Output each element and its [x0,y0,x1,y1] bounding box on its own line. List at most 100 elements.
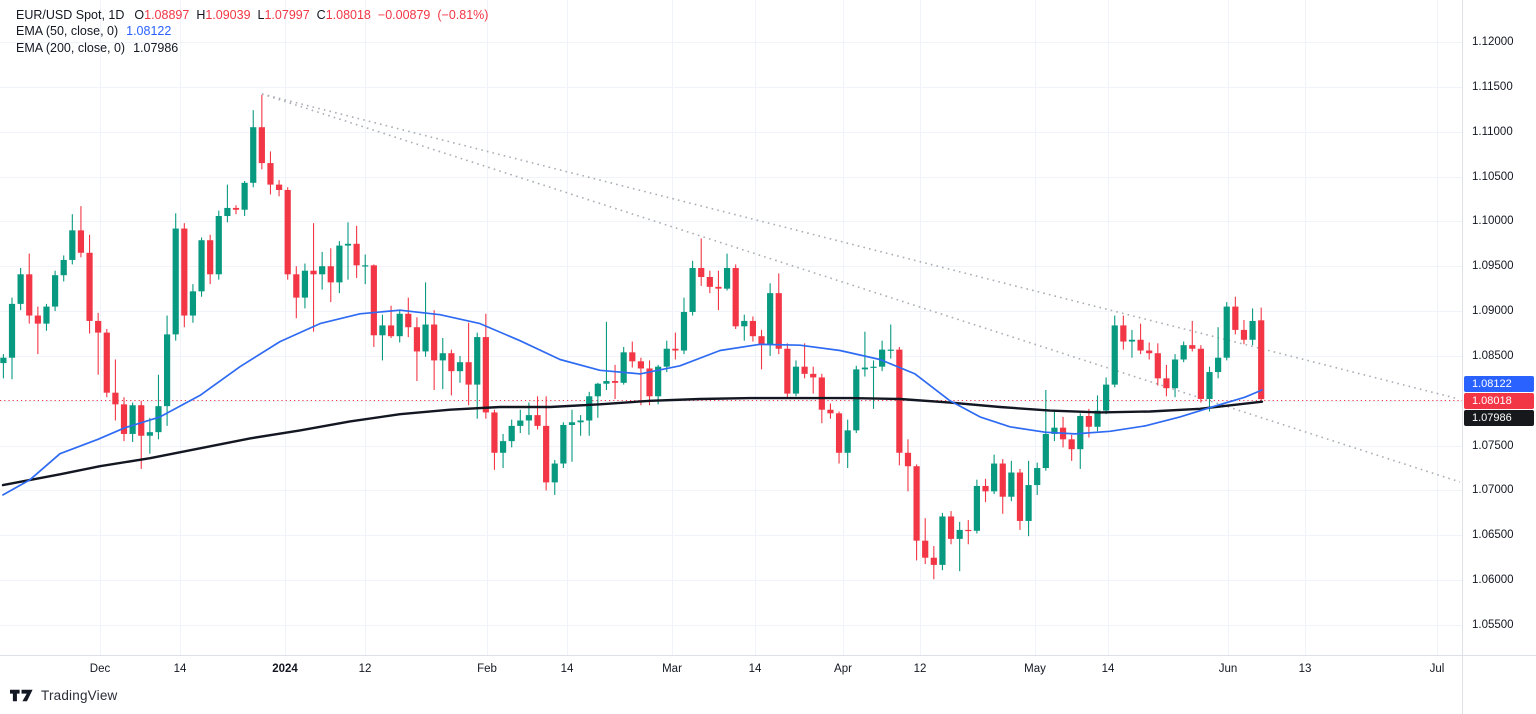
watermark-brand-text: TradingView [41,688,118,703]
ema200-legend-row[interactable]: EMA (200, close, 0) 1.07986 [16,40,495,56]
candle-up [1103,384,1110,411]
candle-down [999,463,1006,497]
candle-down [1189,345,1196,349]
candle-up [991,463,998,492]
candle-down [947,516,955,539]
candle-up [568,422,576,425]
candle-up [155,406,162,433]
price-axis-label: 1.11500 [1472,81,1513,93]
upper-falling-trendline[interactable] [261,93,1456,399]
candle-down [1232,306,1239,330]
candle-down [353,243,360,266]
candle-down [801,366,808,374]
price-axis-label: 1.09000 [1472,305,1514,317]
candle-up [224,207,231,216]
candle-down [103,332,110,393]
candle-up [853,369,860,431]
candle-down [646,368,653,397]
watermark[interactable]: TradingView [10,688,118,703]
time-axis-label: May [1024,663,1046,675]
candle-down [784,348,791,394]
candle-up [870,366,877,368]
candle-down [1085,416,1092,427]
candle-up [474,337,481,385]
candle-up [344,243,352,246]
candle-up [146,432,153,436]
candle-down [913,466,920,541]
candle-down [629,352,636,362]
candle-up [60,259,67,276]
candle-down [1137,339,1144,351]
time-scale[interactable]: Dec 14 2024 12 Feb 14 Mar 14 Apr 12 May 14 Jun 13 Jul [0,656,1536,684]
candle-up [689,268,696,312]
time-axis-label: 12 [913,663,927,675]
candle-up [723,268,731,289]
candle-down [1120,325,1127,342]
candle-up [680,311,688,351]
price-axis-label: 1.07000 [1472,484,1514,496]
candle-down [611,381,619,383]
candle-down [465,362,472,385]
candle-up [189,291,197,316]
candle-up [844,430,851,453]
candle-up [577,420,584,423]
candle-down [387,325,395,337]
price-scale[interactable]: 1.08122 1.08018 1.07986 1.12000 1.11500 1.… [1463,0,1536,655]
low-value: L1.07997 [257,7,310,22]
candle-down [835,413,843,453]
time-axis-label: Dec [89,663,111,675]
candle-up [1206,372,1213,399]
candle-down [965,529,972,532]
candle-up [17,274,24,304]
time-axis-label: 2024 [272,663,298,675]
legend: EUR/USD Spot, 1D O1.08897 H1.09039 L1.07… [16,7,495,57]
candle-up [1249,320,1256,340]
change-percent: (−0.81%) [437,7,489,22]
ema200-price-badge: 1.07986 [1464,410,1534,426]
ema200-value: 1.07986 [133,40,179,55]
ema50-legend-row[interactable]: EMA (50, close, 0) 1.08122 [16,24,495,40]
candle-up [1111,325,1118,385]
tradingview-logo-icon [10,689,33,702]
candle-down [930,557,937,565]
ema50-price-badge: 1.08122 [1464,376,1534,392]
candle-up [603,381,610,384]
change-value: −0.00879 [377,7,431,22]
candle-down [706,276,713,287]
time-axis-label: 14 [1101,663,1115,675]
candle-down [982,485,989,492]
candle-up [1223,306,1230,358]
candle-up [456,362,464,372]
time-axis-label: Feb [477,663,497,675]
ema50-label: EMA (50, close, 0) [16,24,119,39]
symbol-legend-row[interactable]: EUR/USD Spot, 1D O1.08897 H1.09039 L1.07… [16,7,495,23]
candle-down [267,163,274,185]
ema50-line[interactable] [2,309,1263,496]
price-axis-label: 1.11000 [1472,126,1513,138]
candle-up [586,396,593,421]
candle-up [51,275,59,307]
candle-up [1094,410,1101,427]
candle-down [749,320,757,337]
ema200-line[interactable] [1,396,1264,487]
price-axis-label: 1.06000 [1472,574,1514,586]
lower-falling-trendline[interactable] [261,93,1461,483]
close-value: C1.08018 [316,7,371,22]
candle-up [1025,485,1032,521]
candle-up [560,424,567,464]
candle-down [543,425,550,483]
candle-down [1197,348,1204,399]
price-axis-label: 1.07500 [1472,440,1514,452]
candle-down [1154,353,1161,379]
candle-up [241,182,248,210]
candle-up [8,303,16,358]
candle-up [0,357,7,364]
price-axis-label: 1.09500 [1472,260,1514,272]
high-value: H1.09039 [196,7,251,22]
candle-down [95,320,102,333]
candle-down [258,127,265,164]
candle-down [1258,320,1265,400]
candle-down [431,324,438,361]
